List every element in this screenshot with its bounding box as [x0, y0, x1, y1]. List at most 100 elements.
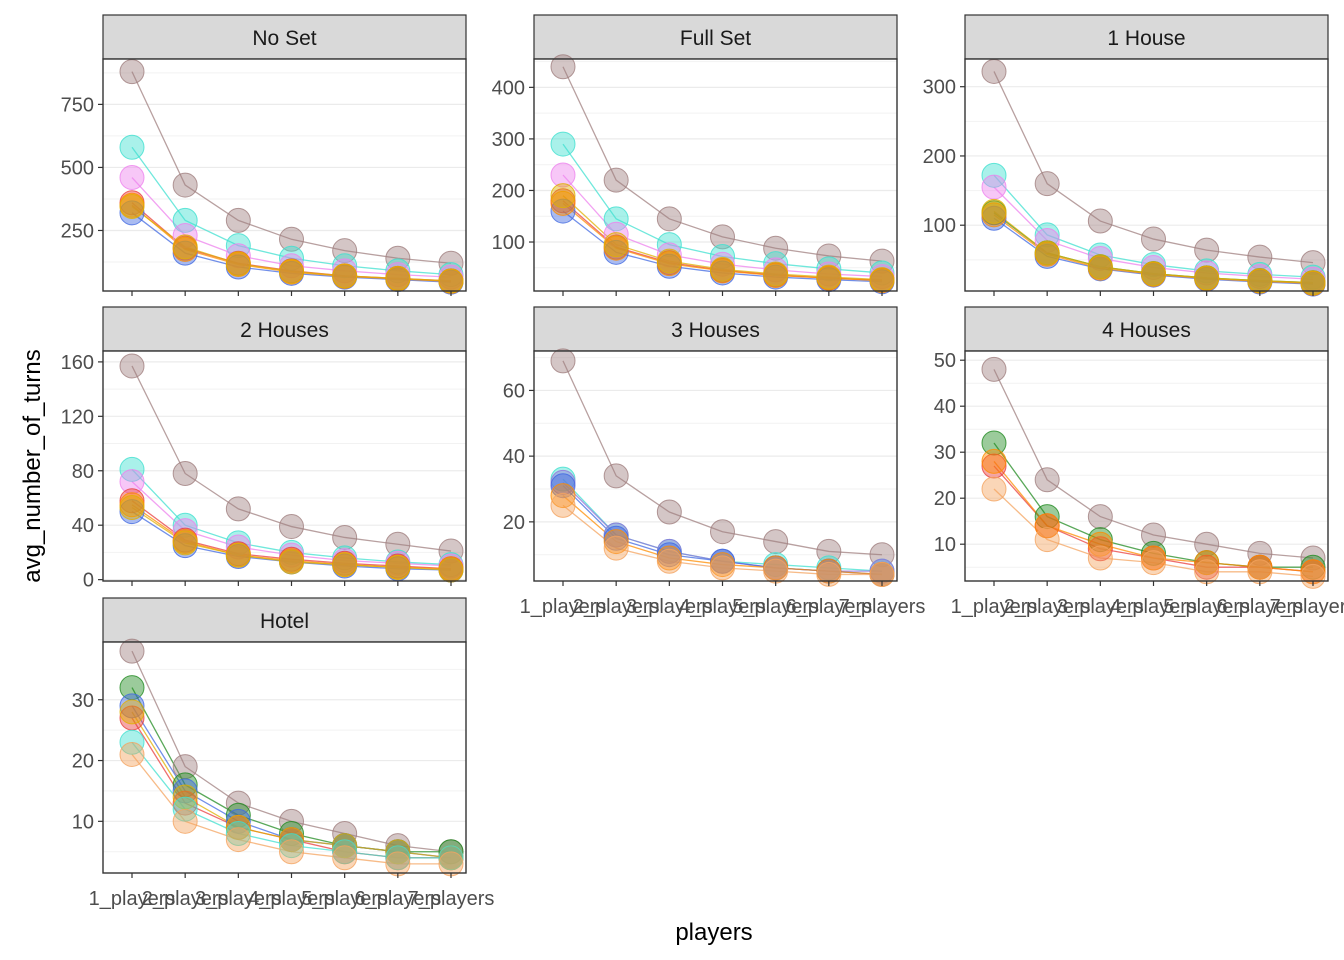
facet-strip: [102, 306, 467, 352]
data-point-s8: [119, 495, 145, 521]
data-point-s10: [438, 538, 464, 564]
series-line-s7: [993, 214, 1314, 285]
data-point-s3: [603, 221, 629, 247]
facet-strip: [964, 14, 1329, 60]
panel-1-house: 1 House 100 200 300: [923, 14, 1329, 297]
panel-full-set: Full Set 100 200 300 400: [492, 14, 898, 296]
data-point-s6: [172, 808, 198, 834]
x-tick-label: 4_players: [679, 596, 766, 618]
data-point-s6: [279, 839, 304, 865]
x-tick-label: 7_players: [1270, 596, 1344, 618]
x-tick-label: 1_players: [951, 596, 1038, 618]
data-point-s8: [438, 557, 464, 583]
data-point-s2: [385, 258, 411, 284]
data-point-s8: [1087, 254, 1113, 280]
data-point-s10: [550, 348, 576, 374]
data-point-s8: [225, 542, 251, 568]
data-point-s6: [1087, 545, 1113, 571]
x-tick-label: 3_players: [626, 596, 713, 618]
data-point-s7: [981, 448, 1007, 474]
y-tick-label: 20: [72, 751, 94, 773]
data-point-s6: [656, 548, 682, 574]
data-point-s10: [1300, 545, 1326, 571]
x-tick-label: 6_players: [785, 596, 872, 618]
panel-background: [534, 59, 897, 291]
x-tick-label: 5_players: [1163, 596, 1250, 618]
y-tick-label: 40: [503, 446, 525, 468]
data-point-s7: [603, 529, 629, 555]
data-point-s10: [710, 519, 735, 545]
y-tick-label: 80: [72, 461, 94, 483]
panel-background: [534, 351, 897, 581]
data-point-s10: [1141, 522, 1166, 548]
data-point-s8: [385, 554, 411, 580]
data-point-s8: [332, 552, 358, 578]
x-tick-label: 1_players: [89, 888, 176, 910]
data-point-s3: [550, 162, 576, 188]
y-tick-label: 30: [72, 690, 94, 712]
data-point-s7: [1034, 513, 1060, 539]
x-tick-label: 1_players: [520, 596, 607, 618]
data-point-s2: [438, 845, 464, 871]
data-point-s5: [981, 430, 1007, 456]
y-tick-label: 160: [61, 352, 94, 374]
y-tick-label: 300: [492, 129, 525, 151]
series-line-s2: [562, 143, 883, 274]
data-point-s10: [119, 638, 145, 664]
facet-strip-label: 3 Houses: [671, 319, 760, 342]
y-tick-label: 400: [492, 77, 525, 99]
x-tick-label: 6_players: [1216, 596, 1303, 618]
data-point-s2: [385, 845, 411, 871]
data-point-s10: [550, 54, 576, 80]
data-point-s10: [119, 353, 145, 379]
data-point-s8: [550, 183, 576, 209]
panel-border: [964, 350, 1329, 582]
data-point-s7: [1194, 550, 1220, 576]
y-tick-label: 100: [923, 215, 956, 237]
y-tick-label: 10: [72, 811, 94, 833]
data-point-s2: [225, 820, 251, 846]
y-tick-label: 20: [934, 488, 956, 510]
data-point-s7: [550, 483, 576, 509]
facet-strip-label: Full Set: [680, 27, 751, 50]
data-point-s4: [172, 790, 198, 816]
facet-strip-label: 4 Houses: [1102, 319, 1191, 342]
x-tick-label: 7_players: [408, 888, 495, 910]
series-line-s10: [562, 66, 883, 262]
data-point-s1: [550, 473, 576, 499]
x-tick-label: 4_players: [248, 888, 335, 910]
data-point-s6: [763, 558, 789, 584]
data-point-s8: [279, 549, 304, 575]
y-axis-title: avg_number_of_turns: [19, 349, 46, 582]
data-point-s10: [172, 172, 198, 198]
data-point-s2: [869, 260, 895, 286]
data-point-s8: [225, 251, 251, 277]
y-tick-label: 200: [923, 146, 956, 168]
facet-strip-label: No Set: [252, 27, 316, 50]
series-line-s8: [562, 195, 883, 281]
series-line-s3: [562, 174, 883, 278]
series-line-s2: [131, 146, 452, 276]
series-line-s10: [993, 369, 1314, 559]
panel-background: [103, 642, 466, 873]
data-point-s2: [279, 833, 304, 859]
data-point-s10: [763, 529, 789, 555]
data-point-s6: [1141, 550, 1166, 576]
data-point-s10: [603, 167, 629, 193]
data-point-s2: [172, 207, 198, 233]
y-tick-label: 250: [61, 220, 94, 242]
y-tick-label: 100: [492, 232, 525, 254]
data-point-s3: [225, 243, 251, 269]
series-line-s3: [131, 177, 452, 278]
data-point-s1: [550, 198, 576, 224]
x-tick-label: 2_players: [573, 596, 660, 618]
data-point-s8: [385, 265, 411, 291]
data-point-s1: [119, 200, 145, 226]
panel-border: [533, 58, 898, 292]
x-tick-label: 2_players: [142, 888, 229, 910]
data-point-s10: [710, 224, 735, 250]
data-point-s6: [710, 555, 735, 581]
data-point-s8: [710, 256, 735, 282]
